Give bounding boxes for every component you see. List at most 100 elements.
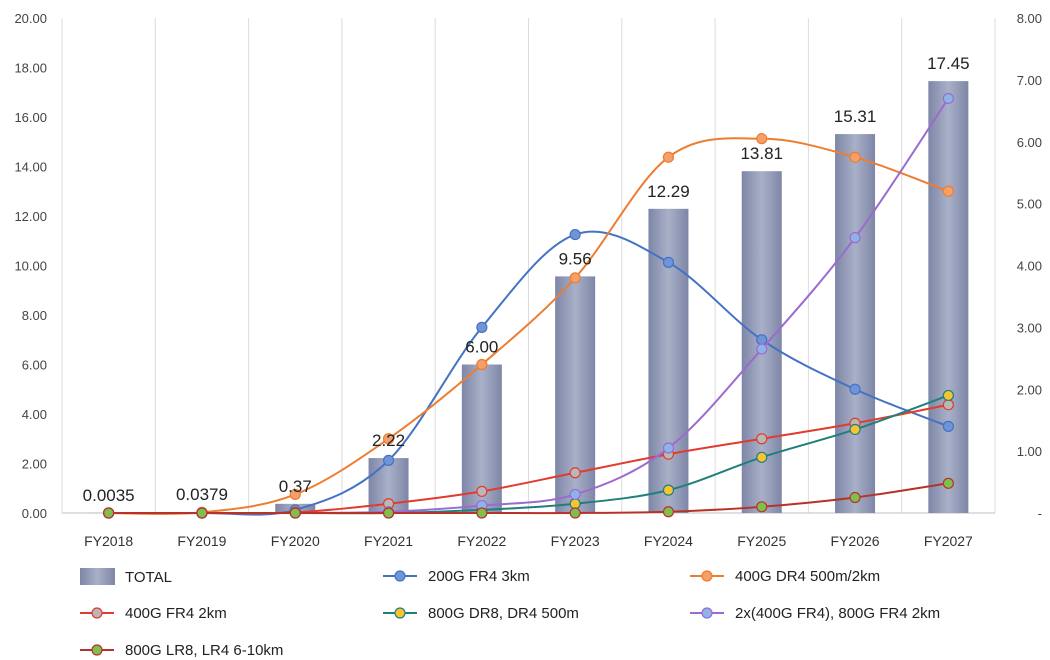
legend-label: 200G FR4 3km: [428, 568, 530, 585]
legend-swatch-marker: [701, 570, 713, 582]
left-axis-tick-label: 2.00: [22, 457, 47, 472]
series-point: [942, 185, 954, 197]
series-point: [942, 420, 954, 432]
bar-data-label: 2.22: [372, 431, 405, 450]
series-point: [476, 485, 488, 497]
series-point: [476, 321, 488, 333]
legend-swatch-bar: [80, 568, 115, 585]
x-axis-tick-label: FY2018: [84, 533, 133, 549]
legend-swatch-marker: [91, 607, 103, 619]
series-point: [569, 467, 581, 479]
legend-label: TOTAL: [125, 569, 172, 586]
bar-data-label: 0.0035: [83, 486, 135, 505]
right-axis-tick-label: 4.00: [1017, 259, 1042, 274]
right-axis-tick-label: 5.00: [1017, 197, 1042, 212]
right-axis-tick-label: 6.00: [1017, 135, 1042, 150]
series-point: [569, 507, 581, 519]
series-point: [849, 491, 861, 504]
series-point: [942, 477, 954, 489]
legend-label: 2x(400G FR4), 800G FR4 2km: [735, 605, 940, 622]
bar-total: [835, 134, 876, 513]
series-point: [196, 507, 208, 519]
x-axis-tick-label: FY2022: [457, 533, 506, 549]
bar-data-label: 6.00: [465, 338, 498, 357]
series-point: [756, 133, 768, 145]
right-axis-tick-label: 8.00: [1017, 11, 1042, 26]
bar-data-label: 0.37: [279, 477, 312, 496]
series-point: [382, 454, 395, 467]
bar-data-label: 0.0379: [176, 485, 228, 504]
series-point: [849, 232, 861, 244]
bar-data-label: 17.45: [927, 54, 970, 73]
series-point: [103, 507, 115, 519]
right-axis-tick-label: 7.00: [1017, 73, 1042, 88]
series-point: [569, 272, 581, 284]
x-axis-tick-label: FY2025: [737, 533, 786, 549]
left-axis-tick-label: 0.00: [22, 506, 47, 521]
legend: TOTAL 200G FR4 3km 400G DR4 500m/2km 400G F…: [80, 568, 940, 659]
lines: [103, 92, 954, 519]
right-axis-tick-label: 3.00: [1017, 320, 1042, 335]
x-axis-tick-label: FY2023: [551, 533, 600, 549]
series-point: [382, 507, 395, 519]
legend-swatch-marker: [394, 570, 406, 582]
x-axis-tick-label: FY2024: [644, 533, 693, 549]
right-axis: - 1.00 2.00 3.00 4.00 5.00 6.00 7.00 8.00: [1017, 11, 1042, 521]
series-point: [849, 383, 861, 395]
legend-swatch-marker: [91, 644, 103, 656]
legend-swatch-marker: [701, 607, 713, 619]
right-axis-tick-label: -: [1038, 506, 1042, 521]
series-point: [662, 484, 675, 496]
series-point: [756, 501, 768, 513]
left-axis-tick-label: 16.00: [14, 110, 47, 125]
series-point: [849, 423, 861, 436]
bar-data-label: 15.31: [834, 107, 877, 126]
bar-data-label: 9.56: [559, 249, 592, 268]
legend-label: 800G DR8, DR4 500m: [428, 605, 579, 622]
right-axis-tick-label: 1.00: [1017, 444, 1042, 459]
legend-label: 400G DR4 500m/2km: [735, 568, 880, 585]
bars: [88, 81, 969, 514]
series-point: [942, 399, 954, 411]
series-point: [662, 442, 675, 454]
left-axis-tick-label: 20.00: [14, 11, 47, 26]
bar-data-label: 13.81: [740, 144, 783, 163]
bar-data-label: 12.29: [647, 182, 690, 201]
legend-swatch-marker: [394, 607, 406, 619]
x-axis-tick-label: FY2021: [364, 533, 413, 549]
x-axis-tick-label: FY2019: [177, 533, 226, 549]
x-axis-tick-label: FY2020: [271, 533, 320, 549]
left-axis-tick-label: 6.00: [22, 358, 47, 373]
left-axis-tick-label: 10.00: [14, 259, 47, 274]
series-point: [756, 343, 768, 355]
x-axis-tick-label: FY2026: [831, 533, 880, 549]
series-point: [569, 488, 581, 501]
series-point: [289, 488, 301, 501]
series-line: [108, 482, 949, 515]
left-axis-tick-label: 8.00: [22, 308, 47, 323]
series-point: [662, 256, 675, 269]
left-axis: 0.00 2.00 4.00 6.00 8.00 10.00 12.00 14.00 16.00…: [14, 11, 47, 521]
right-axis-tick-label: 2.00: [1017, 382, 1042, 397]
series-point: [476, 507, 488, 519]
series-line: [108, 137, 949, 515]
series-point: [662, 151, 675, 163]
series-point: [756, 334, 768, 346]
legend-label: 800G LR8, LR4 6-10km: [125, 642, 283, 659]
series-point: [942, 389, 954, 402]
series-point: [569, 228, 581, 241]
left-axis-tick-label: 14.00: [14, 160, 47, 175]
series-point: [382, 433, 395, 445]
left-axis-tick-label: 4.00: [22, 407, 47, 422]
series-point: [756, 433, 768, 445]
x-axis-tick-label: FY2027: [924, 533, 973, 549]
series-point: [569, 498, 581, 510]
series-point: [756, 451, 768, 463]
bar-total: [928, 81, 969, 514]
series-point: [662, 506, 675, 518]
left-axis-tick-label: 12.00: [14, 209, 47, 224]
bar-labels: 0.0035 0.0379 0.37 2.22 6.00 9.56 12.29 13.81 15…: [83, 54, 970, 505]
series-point: [849, 151, 861, 163]
series-point: [289, 507, 301, 519]
